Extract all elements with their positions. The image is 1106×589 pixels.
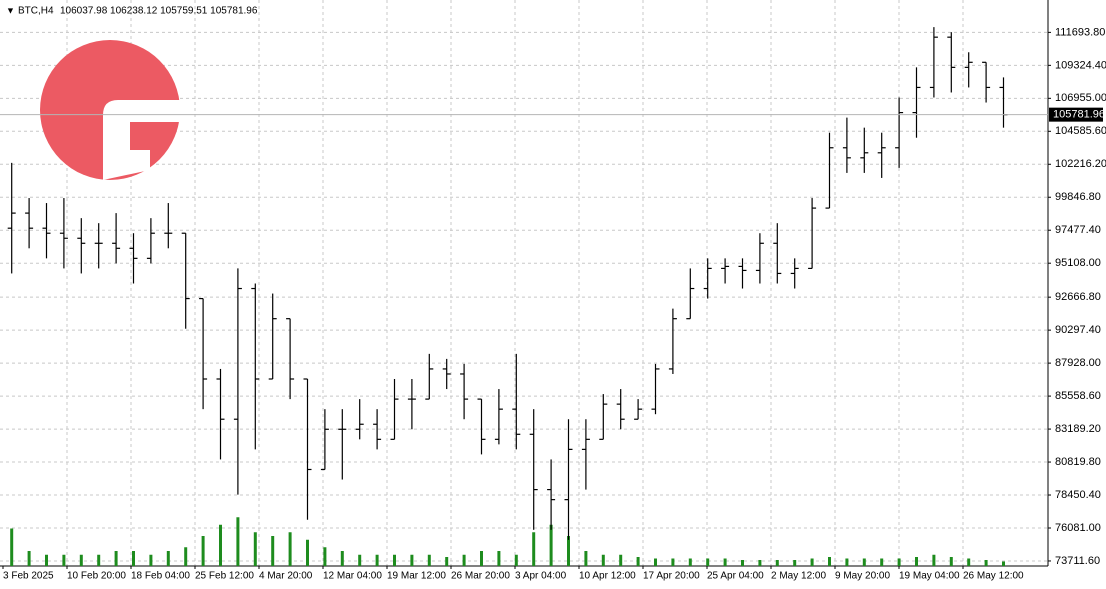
ohlc-bar bbox=[164, 203, 173, 566]
ohlc-bar bbox=[773, 223, 782, 566]
ohlc-bar bbox=[42, 203, 51, 566]
ohlc-bar bbox=[895, 97, 904, 566]
ohlc-bar bbox=[964, 52, 973, 566]
ohlc-bar bbox=[233, 268, 242, 566]
ohlc-bar bbox=[373, 409, 382, 566]
ohlc-bar bbox=[547, 459, 556, 566]
ohlc-bar bbox=[442, 358, 451, 566]
y-tick-label: 78450.40 bbox=[1055, 489, 1101, 501]
y-tick-label: 76081.00 bbox=[1055, 522, 1101, 534]
ohlc-bar bbox=[703, 258, 712, 566]
ohlc-bar bbox=[842, 117, 851, 566]
x-tick-label: 18 Feb 04:00 bbox=[131, 571, 190, 582]
ohlc-bar bbox=[564, 419, 573, 566]
x-tick-label: 25 Apr 04:00 bbox=[707, 571, 764, 582]
ohlc-bar bbox=[512, 353, 521, 566]
ohlc-bar bbox=[982, 61, 991, 566]
ohlc-bar bbox=[268, 293, 277, 566]
ohlc-bar bbox=[616, 389, 625, 566]
ohlc-bar bbox=[355, 399, 364, 566]
logo bbox=[40, 40, 180, 180]
ohlc-bar bbox=[320, 409, 329, 566]
ohlc-bar bbox=[216, 368, 225, 566]
y-tick-label: 106955.00 bbox=[1055, 92, 1106, 104]
x-tick-label: 4 Mar 20:00 bbox=[259, 571, 313, 582]
ohlc-bar bbox=[912, 67, 921, 566]
ohlc-bar bbox=[59, 198, 68, 566]
last-price-label: 105781.96 bbox=[1053, 109, 1105, 121]
ohlc-bar bbox=[94, 223, 103, 566]
ohlc-bar bbox=[529, 409, 538, 566]
y-tick-label: 95108.00 bbox=[1055, 257, 1101, 269]
y-tick-label: 111693.80 bbox=[1055, 26, 1105, 38]
y-tick-label: 102216.20 bbox=[1055, 158, 1106, 170]
ohlc-bar bbox=[146, 218, 155, 566]
ohlc-bar bbox=[25, 198, 34, 566]
y-tick-label: 109324.40 bbox=[1055, 59, 1106, 71]
ohlc-bar bbox=[877, 132, 886, 566]
ohlc-bar bbox=[251, 283, 260, 566]
ohlc-bar bbox=[790, 258, 799, 566]
ohlc-bar bbox=[477, 398, 486, 566]
x-tick-label: 3 Feb 2025 bbox=[3, 571, 54, 582]
x-tick-label: 25 Feb 12:00 bbox=[195, 571, 254, 582]
ohlc-bar bbox=[112, 213, 121, 566]
x-tick-label: 3 Apr 04:00 bbox=[515, 571, 567, 582]
x-tick-label: 12 Mar 04:00 bbox=[323, 571, 382, 582]
x-tick-label: 26 May 12:00 bbox=[963, 571, 1024, 582]
ohlc-bar bbox=[947, 32, 956, 566]
ohlc-bar bbox=[460, 363, 469, 566]
ohlc-bar bbox=[338, 409, 347, 566]
ohlc-bar bbox=[929, 27, 938, 566]
ohlc-bar bbox=[581, 419, 590, 566]
ohlc-bar bbox=[129, 233, 138, 566]
y-tick-label: 104585.60 bbox=[1055, 125, 1106, 137]
ohlc-bar bbox=[668, 308, 677, 566]
y-tick-label: 73711.60 bbox=[1055, 555, 1100, 567]
last-price-box bbox=[1049, 107, 1103, 122]
x-tick-label: 2 May 12:00 bbox=[771, 571, 826, 582]
ohlc-bar bbox=[303, 378, 312, 566]
menu-arrow[interactable]: ▼ bbox=[6, 5, 15, 15]
y-tick-label: 99846.80 bbox=[1055, 191, 1101, 203]
ohlc-readout: 106037.98 106238.12 105759.51 105781.96 bbox=[60, 6, 258, 17]
y-tick-label: 92666.80 bbox=[1055, 291, 1101, 303]
ohlc-bar bbox=[407, 378, 416, 566]
ohlc-bar bbox=[77, 218, 86, 566]
x-tick-label: 19 May 04:00 bbox=[899, 571, 960, 582]
ohlc-bar bbox=[825, 132, 834, 566]
ohlc-bar bbox=[199, 297, 208, 566]
ohlc-bar bbox=[634, 399, 643, 566]
x-tick-label: 19 Mar 12:00 bbox=[387, 571, 446, 582]
symbol: BTC,H4 bbox=[18, 6, 54, 17]
x-tick-label: 10 Apr 12:00 bbox=[579, 571, 636, 582]
logo-f bbox=[103, 100, 180, 180]
ohlc-bar bbox=[738, 258, 747, 566]
ohlc-bar bbox=[425, 353, 434, 566]
y-tick-label: 90297.40 bbox=[1055, 324, 1101, 336]
ohlc-bar bbox=[755, 233, 764, 566]
ohlc-bar bbox=[7, 162, 16, 566]
x-tick-label: 9 May 20:00 bbox=[835, 571, 890, 582]
ohlc-bar bbox=[599, 394, 608, 566]
ohlc-bar bbox=[808, 198, 817, 566]
y-tick-label: 87928.00 bbox=[1055, 357, 1101, 369]
y-tick-label: 97477.40 bbox=[1055, 224, 1101, 236]
x-tick-label: 10 Feb 20:00 bbox=[67, 571, 126, 582]
y-tick-label: 83189.20 bbox=[1055, 423, 1101, 435]
ohlc-bar bbox=[860, 127, 869, 566]
ohlc-bar bbox=[651, 363, 660, 566]
y-tick-label: 80819.80 bbox=[1055, 456, 1101, 468]
ohlc-bar bbox=[390, 378, 399, 566]
ohlc-bar bbox=[721, 258, 730, 566]
ohlc-bar bbox=[686, 268, 695, 566]
x-tick-label: 26 Mar 20:00 bbox=[451, 571, 510, 582]
ohlc-bar bbox=[181, 232, 190, 566]
x-tick-label: 17 Apr 20:00 bbox=[643, 571, 700, 582]
ohlc-bar bbox=[494, 389, 503, 566]
y-tick-label: 85558.60 bbox=[1055, 390, 1101, 402]
ohlc-bar bbox=[286, 318, 295, 566]
